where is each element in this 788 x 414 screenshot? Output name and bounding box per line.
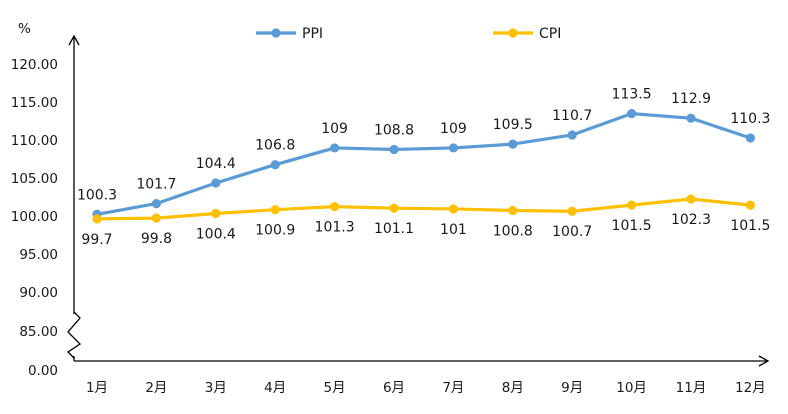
x-tick-label: 3月 xyxy=(205,380,227,396)
x-tick-label: 7月 xyxy=(442,380,464,396)
data-label: 101.5 xyxy=(730,218,770,234)
data-label: 99.8 xyxy=(141,231,172,247)
y-tick-label: 115.00 xyxy=(11,95,58,111)
x-tick-label: 12月 xyxy=(735,380,766,396)
x-tick-label: 11月 xyxy=(676,380,707,396)
legend-item-cpi: CPI xyxy=(493,26,561,42)
x-tick-label: 4月 xyxy=(264,380,286,396)
data-label: 113.5 xyxy=(612,87,652,103)
axes xyxy=(66,34,770,367)
data-point xyxy=(389,144,399,155)
data-label: 102.3 xyxy=(671,212,711,228)
x-tick-label: 1月 xyxy=(86,380,108,396)
y-axis-arrow xyxy=(68,34,80,46)
series-ppi: 100.3 101.7 104.4 106.8 109 108.8 109 109.5 110.… xyxy=(77,87,770,219)
data-label: 108.8 xyxy=(374,122,414,138)
series-line xyxy=(96,111,751,216)
data-label: 100.9 xyxy=(255,223,295,239)
y-tick-label: 85.00 xyxy=(19,324,58,340)
x-tick-label: 9月 xyxy=(561,380,583,396)
data-label: 101.1 xyxy=(374,221,414,237)
data-point xyxy=(151,199,161,209)
legend: PPI CPI xyxy=(256,26,561,42)
data-label: 100.7 xyxy=(552,224,592,240)
x-tick-label: 8月 xyxy=(502,380,524,396)
series-line xyxy=(96,197,751,221)
x-tick-label: 5月 xyxy=(324,380,346,396)
data-label: 106.8 xyxy=(255,138,295,154)
data-label: 109.5 xyxy=(493,117,533,133)
legend-item-ppi: PPI xyxy=(256,26,323,42)
y-axis-unit: % xyxy=(18,21,31,37)
x-tick-label: 6月 xyxy=(383,380,405,396)
data-point xyxy=(151,213,161,223)
series-cpi: 99.7 99.8 100.4 100.9 101.3 101.1 101 100.8 100.… xyxy=(81,194,770,248)
data-point xyxy=(270,160,280,170)
data-point xyxy=(389,203,399,213)
axis-break-mark xyxy=(66,311,82,359)
data-label: 109 xyxy=(440,121,467,137)
data-point xyxy=(448,143,458,153)
y-tick-label: 95.00 xyxy=(19,247,58,263)
data-point xyxy=(330,202,340,212)
x-axis-arrow xyxy=(758,355,770,367)
data-point xyxy=(270,205,280,215)
y-tick-label: 90.00 xyxy=(19,285,58,301)
data-point xyxy=(745,133,756,143)
y-tick-label: 105.00 xyxy=(11,171,58,187)
legend-swatch-marker xyxy=(271,28,281,38)
y-tick-label: 100.00 xyxy=(11,209,58,225)
data-point xyxy=(567,206,577,216)
data-label: 99.7 xyxy=(81,232,112,248)
data-point xyxy=(448,204,458,214)
legend-swatch-marker xyxy=(508,28,518,38)
y-tick-label: 110.00 xyxy=(11,133,58,149)
data-label: 101.5 xyxy=(612,218,652,234)
data-point xyxy=(508,139,518,149)
data-point xyxy=(92,214,102,224)
data-point xyxy=(211,208,221,219)
y-tick-label: 0.00 xyxy=(28,363,58,379)
data-point xyxy=(686,194,696,204)
data-point xyxy=(211,178,221,188)
x-tick-label: 2月 xyxy=(145,380,167,396)
x-tick-label: 10月 xyxy=(616,380,647,396)
data-point xyxy=(627,200,637,210)
data-label: 104.4 xyxy=(196,156,236,172)
data-label: 101 xyxy=(440,222,467,238)
data-point xyxy=(745,200,756,210)
data-label: 101.3 xyxy=(315,220,355,236)
y-tick-label: 120.00 xyxy=(11,57,58,73)
legend-label: PPI xyxy=(302,26,323,42)
data-label: 100.3 xyxy=(77,187,117,203)
data-label: 101.7 xyxy=(136,177,176,193)
data-label: 109 xyxy=(321,121,348,137)
y-tick-labels: 120.00 115.00 110.00 105.00 100.00 95.00 90.00… xyxy=(11,57,58,379)
data-point xyxy=(567,130,577,140)
data-point xyxy=(686,113,696,123)
legend-label: CPI xyxy=(539,26,561,42)
x-tick-labels: 1月 2月 3月 4月 5月 6月 7月 8月 9月 10月 11月 12月 xyxy=(86,380,766,396)
data-point xyxy=(627,108,637,119)
data-point xyxy=(508,205,518,216)
axis-break-gap xyxy=(66,314,82,356)
data-label: 110.3 xyxy=(730,111,770,127)
data-label: 110.7 xyxy=(552,108,592,124)
data-label: 100.8 xyxy=(493,223,533,239)
data-label: 100.4 xyxy=(196,227,236,243)
data-label: 112.9 xyxy=(671,91,711,107)
series-group: 100.3 101.7 104.4 106.8 109 108.8 109 109.5 110.… xyxy=(77,87,770,248)
data-point xyxy=(330,143,340,153)
